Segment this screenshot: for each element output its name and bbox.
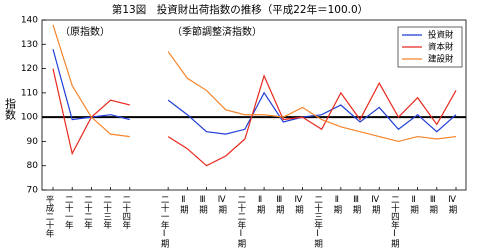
plot-frame <box>41 19 467 191</box>
x-tick-label: 二十一年 <box>63 195 73 230</box>
series-line <box>52 24 457 143</box>
y-tick-label: 110 <box>21 88 38 98</box>
x-tick-label: Ⅲ期 <box>198 195 208 214</box>
x-tick-label: 二十四年Ⅰ期 <box>389 195 399 248</box>
x-tick-label: Ⅱ期 <box>409 195 419 214</box>
y-tick-label: 140 <box>21 16 38 26</box>
x-tick-label: 二十二年Ⅰ期 <box>236 195 246 248</box>
x-tick-label: Ⅳ期 <box>447 195 457 214</box>
x-tick-label: 二十二年 <box>82 195 92 230</box>
legend-label: 投資財 <box>428 30 454 41</box>
legend-label: 建設財 <box>428 54 454 65</box>
x-tick-label: 平成二十年 <box>44 195 54 238</box>
legend-label: 資本財 <box>428 42 454 53</box>
x-tick-label: 二十三年Ⅰ期 <box>313 195 323 248</box>
x-tick-label: 二十一年Ⅰ期 <box>159 195 169 248</box>
y-tick-label: 80 <box>27 161 39 171</box>
x-tick-label: Ⅱ期 <box>332 195 342 214</box>
x-tick-label: Ⅲ期 <box>351 195 361 214</box>
y-tick-label: 120 <box>21 64 38 74</box>
annotation: （原指数） <box>60 25 110 38</box>
x-tick-label: Ⅲ期 <box>274 195 284 214</box>
x-tick-label: Ⅳ期 <box>293 195 303 214</box>
chart-title: 第13図 投資財出荷指数の推移（平成22年＝100.0） <box>112 3 368 16</box>
y-tick-label: 90 <box>27 137 39 147</box>
x-tick-label: Ⅳ期 <box>217 195 227 214</box>
y-tick-label: 100 <box>21 113 38 123</box>
x-tick-label: Ⅳ期 <box>370 195 380 214</box>
y-tick-label: 70 <box>27 186 39 196</box>
x-tick-label: Ⅱ期 <box>255 195 265 214</box>
x-tick-label: 二十三年 <box>102 195 112 230</box>
y-tick-label: 130 <box>21 40 38 50</box>
x-tick-label: Ⅲ期 <box>428 195 438 214</box>
series-line <box>52 48 457 135</box>
annotation: （季節調整済指数） <box>172 25 262 38</box>
x-tick-label: 二十四年 <box>121 195 131 230</box>
y-axis-label: 指数 <box>4 97 17 121</box>
x-tick-label: Ⅱ期 <box>178 195 188 214</box>
